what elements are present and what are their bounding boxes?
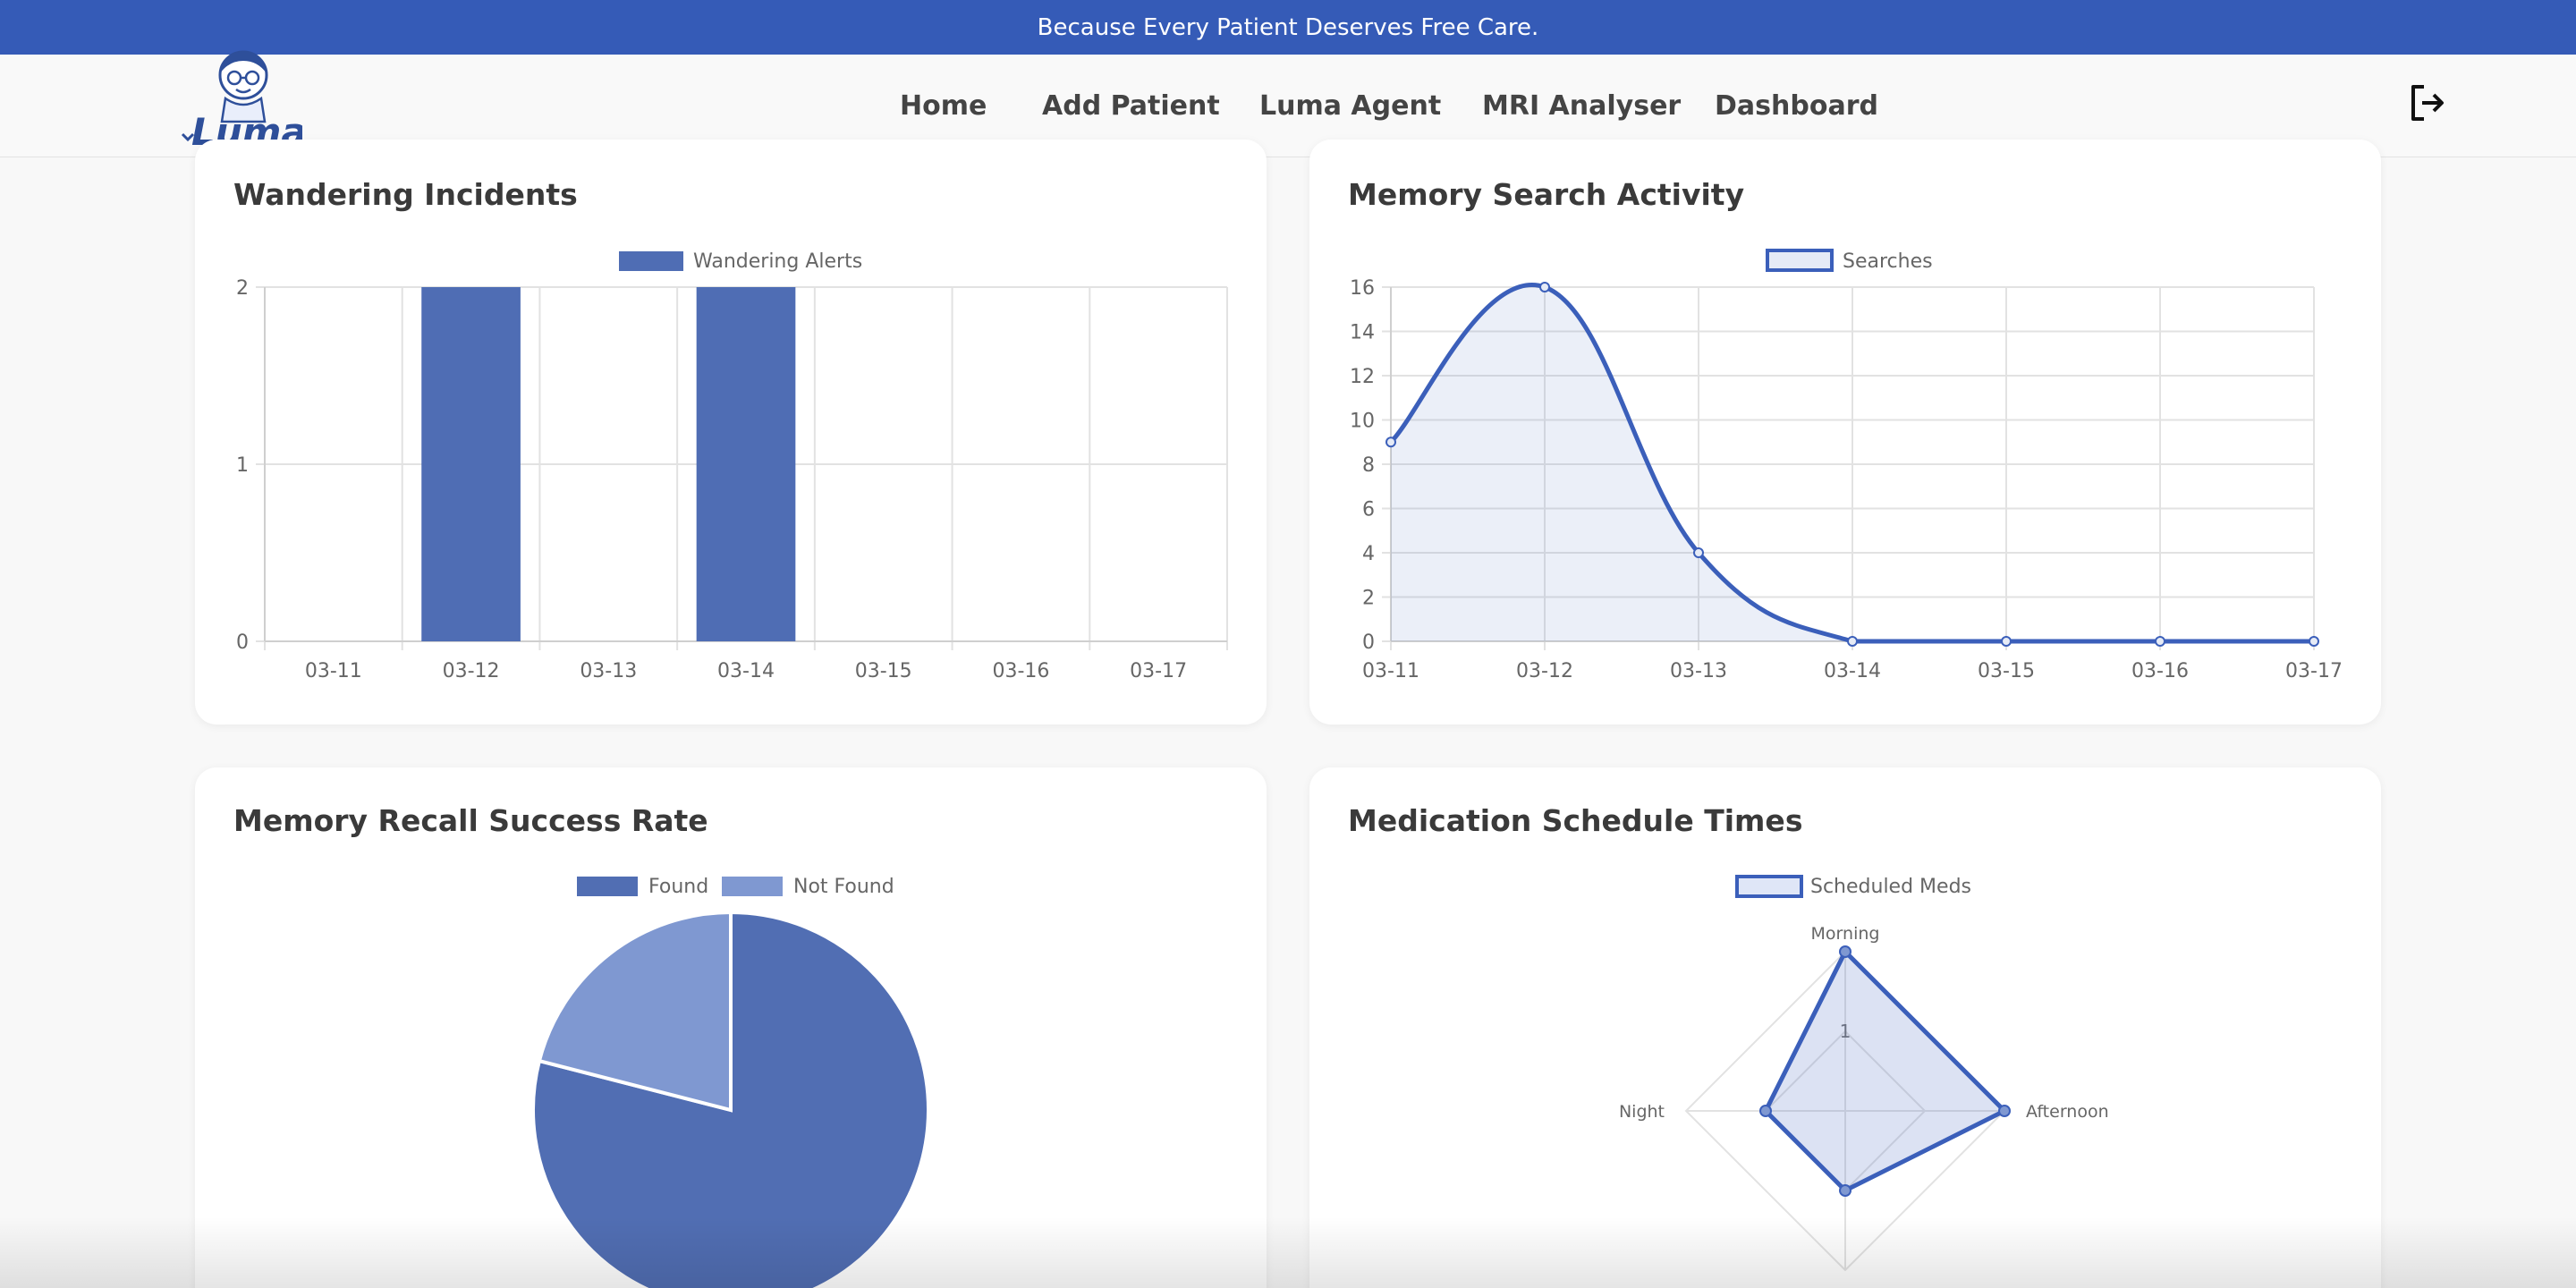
wandering-title: Wandering Incidents (233, 177, 578, 212)
data-point (2155, 636, 2165, 647)
banner-text: Because Every Patient Deserves Free Care… (1037, 13, 1539, 41)
data-point (2309, 636, 2319, 647)
y-tick-label: 2 (1362, 588, 1375, 610)
nav-add-patient[interactable]: Add Patient (1042, 55, 1220, 157)
x-tick-label: 03-13 (580, 660, 637, 682)
data-point (1839, 945, 1852, 958)
x-tick-label: 03-16 (2131, 660, 2189, 682)
legend-swatch (1735, 875, 1803, 898)
y-tick-label: 0 (236, 631, 249, 654)
nav-mri-analyser-label[interactable]: MRI Analyser (1482, 90, 1682, 122)
wandering-card: Wandering Incidents Wandering Alerts 0 1 2 0… (195, 140, 1267, 724)
x-tick-label: 03-12 (443, 660, 500, 682)
y-tick-label: 2 (236, 277, 249, 300)
wandering-chart: Wandering Alerts 0 1 2 03-11 03-12 03-13 03-14 0… (236, 250, 1228, 682)
nav-add-patient-label[interactable]: Add Patient (1042, 90, 1220, 122)
legend-label: Wandering Alerts (693, 250, 862, 273)
data-point (1385, 436, 1396, 448)
y-tick-label: 12 (1350, 366, 1375, 388)
y-tick-label: 8 (1362, 454, 1375, 477)
x-tick-label: 03-14 (717, 660, 775, 682)
radar-axis-label: Night (1619, 1102, 1665, 1122)
y-tick-label: 14 (1350, 322, 1375, 344)
legend-label: Searches (1843, 250, 1933, 273)
series-line (1389, 283, 2314, 644)
x-tick-label: 03-15 (1978, 660, 2035, 682)
nav-home-label[interactable]: Home (900, 90, 987, 122)
nav-home[interactable]: Home (900, 55, 987, 157)
recall-chart: Found Not Found (531, 876, 930, 1288)
bar (421, 287, 521, 641)
radar-axis-label: Morning (1811, 924, 1880, 944)
data-point (1539, 282, 1550, 292)
nav-luma-agent[interactable]: Luma Agent (1259, 55, 1441, 157)
searches-chart: Searches 0 2 4 6 8 10 12 14 16 03-11 03-12 03-13 03-1… (1350, 249, 2343, 682)
x-tick-label: 03-14 (1824, 660, 1881, 682)
y-tick-label: 6 (1362, 499, 1375, 521)
recall-title: Memory Recall Success Rate (233, 803, 708, 838)
meds-card: Medication Schedule Times Scheduled Meds… (1309, 767, 2381, 1288)
nav-luma-agent-label[interactable]: Luma Agent (1259, 90, 1442, 122)
data-point (1839, 1184, 1852, 1197)
recall-card: Memory Recall Success Rate Found Not Foun… (195, 767, 1267, 1288)
top-banner: Because Every Patient Deserves Free Care… (0, 0, 2576, 55)
x-tick-label: 03-11 (305, 660, 362, 682)
bar (696, 287, 796, 641)
series-area (1391, 284, 2314, 641)
legend-label: Scheduled Meds (1810, 876, 1971, 898)
x-tick-label: 03-11 (1362, 660, 1419, 682)
nav-mri-analyser[interactable]: MRI Analyser (1482, 55, 1681, 157)
radar-axis-label: Afternoon (2026, 1102, 2109, 1122)
searches-card: Memory Search Activity Searches 0 2 4 6 8 10 12… (1309, 140, 2381, 724)
legend-swatch (577, 877, 638, 896)
data-point (1759, 1105, 1772, 1117)
nav-dashboard[interactable]: Dashboard (1715, 55, 1878, 157)
y-tick-label: 10 (1350, 411, 1375, 433)
nav-dashboard-label[interactable]: Dashboard (1715, 90, 1878, 122)
x-tick-label: 03-17 (1130, 660, 1187, 682)
legend-label: Not Found (793, 876, 894, 898)
data-point (1998, 1105, 2011, 1117)
y-tick-label: 16 (1350, 277, 1375, 300)
x-tick-label: 03-13 (1670, 660, 1727, 682)
radar-tick-label: 1 (1840, 1021, 1852, 1042)
searches-title: Memory Search Activity (1348, 177, 1745, 212)
x-tick-label: 03-12 (1516, 660, 1573, 682)
legend-swatch (619, 251, 683, 271)
x-tick-label: 03-15 (855, 660, 912, 682)
y-tick-label: 4 (1362, 543, 1375, 565)
y-tick-label: 1 (236, 454, 249, 477)
x-tick-label: 03-16 (992, 660, 1049, 682)
meds-chart: Scheduled Meds 1 Morning Afternoon Night (1619, 875, 2109, 1272)
x-tick-label: 03-17 (2285, 660, 2343, 682)
data-point (1847, 636, 1858, 647)
data-point (1693, 547, 1704, 558)
meds-title: Medication Schedule Times (1348, 803, 1803, 838)
legend-swatch (1766, 249, 1834, 272)
data-point (2001, 636, 2012, 647)
radar-series-area (1762, 947, 2009, 1194)
legend-label: Found (648, 876, 708, 898)
pie-slice (537, 910, 733, 1113)
y-tick-label: 0 (1362, 631, 1375, 654)
legend-swatch (722, 877, 783, 896)
logout-icon[interactable] (2406, 81, 2449, 124)
